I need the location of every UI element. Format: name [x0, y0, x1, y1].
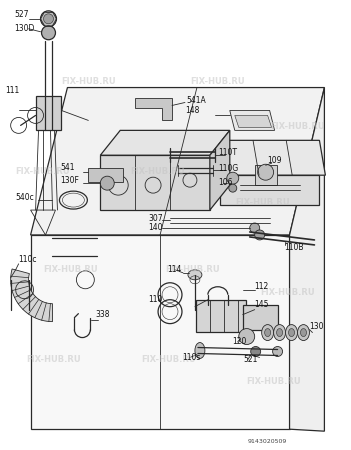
- Ellipse shape: [277, 328, 283, 337]
- Polygon shape: [135, 98, 172, 121]
- Text: 110s: 110s: [182, 353, 200, 362]
- Bar: [88, 168, 123, 182]
- Text: FIX-HUB.RU: FIX-HUB.RU: [260, 288, 315, 297]
- Polygon shape: [31, 235, 290, 429]
- Polygon shape: [11, 269, 53, 322]
- Circle shape: [100, 176, 114, 190]
- Text: FIX-HUB.RU: FIX-HUB.RU: [61, 77, 115, 86]
- Circle shape: [227, 172, 239, 184]
- Ellipse shape: [286, 324, 298, 341]
- Text: FIX-HUB.RU: FIX-HUB.RU: [131, 166, 185, 176]
- Text: FIX-HUB.RU: FIX-HUB.RU: [166, 266, 220, 274]
- Text: 541A: 541A: [186, 96, 206, 105]
- Ellipse shape: [298, 324, 310, 341]
- Ellipse shape: [261, 324, 274, 341]
- Text: 521: 521: [244, 355, 258, 364]
- Ellipse shape: [273, 346, 283, 356]
- Text: 114: 114: [167, 266, 181, 274]
- Ellipse shape: [195, 342, 205, 359]
- Circle shape: [41, 26, 55, 40]
- Polygon shape: [235, 116, 272, 127]
- Text: 140: 140: [148, 224, 163, 233]
- Text: 307: 307: [148, 214, 163, 223]
- Bar: [243, 305, 278, 329]
- Text: FIX-HUB.RU: FIX-HUB.RU: [246, 378, 301, 387]
- Polygon shape: [31, 88, 324, 235]
- Text: FIX-HUB.RU: FIX-HUB.RU: [26, 355, 80, 364]
- Circle shape: [250, 223, 260, 233]
- Text: 130D: 130D: [15, 24, 35, 33]
- Circle shape: [40, 11, 57, 27]
- Text: FIX-HUB.RU: FIX-HUB.RU: [141, 355, 196, 364]
- Ellipse shape: [300, 328, 306, 337]
- Polygon shape: [100, 130, 230, 155]
- Text: FIX-HUB.RU: FIX-HUB.RU: [271, 122, 325, 131]
- Ellipse shape: [265, 328, 271, 337]
- Bar: [35, 95, 61, 130]
- Text: 148: 148: [185, 106, 199, 115]
- Circle shape: [255, 230, 265, 240]
- Text: 541: 541: [60, 163, 75, 172]
- Text: 338: 338: [95, 310, 110, 319]
- Text: 145: 145: [255, 300, 269, 309]
- Text: 110: 110: [148, 295, 163, 304]
- Bar: [255, 165, 277, 185]
- Text: 9143020509: 9143020509: [248, 439, 287, 444]
- Circle shape: [229, 184, 237, 192]
- Text: 130F: 130F: [60, 176, 79, 184]
- Text: 110G: 110G: [218, 164, 238, 173]
- Polygon shape: [230, 110, 274, 130]
- Text: 112: 112: [255, 282, 269, 291]
- Polygon shape: [220, 175, 319, 205]
- Circle shape: [239, 328, 255, 345]
- Circle shape: [44, 14, 53, 24]
- Text: FIX-HUB.RU: FIX-HUB.RU: [236, 198, 290, 207]
- Text: 109: 109: [267, 156, 282, 165]
- Text: 110T: 110T: [218, 148, 237, 157]
- Text: 527: 527: [15, 10, 29, 19]
- Text: 106: 106: [218, 178, 232, 187]
- Text: FIX-HUB.RU: FIX-HUB.RU: [190, 77, 245, 86]
- Polygon shape: [290, 88, 324, 431]
- Polygon shape: [220, 140, 325, 175]
- Text: 110c: 110c: [19, 255, 37, 264]
- Text: FIX-HUB.RU: FIX-HUB.RU: [15, 166, 70, 176]
- Text: 130: 130: [310, 322, 324, 331]
- Polygon shape: [100, 155, 210, 210]
- Polygon shape: [210, 130, 230, 210]
- Text: 540c: 540c: [16, 193, 34, 202]
- Text: FIX-HUB.RU: FIX-HUB.RU: [43, 266, 98, 274]
- Bar: [196, 300, 246, 332]
- Circle shape: [258, 164, 274, 180]
- Text: 110B: 110B: [285, 243, 304, 252]
- Circle shape: [251, 346, 261, 356]
- Ellipse shape: [289, 328, 294, 337]
- Text: 120: 120: [232, 337, 246, 346]
- Text: 111: 111: [6, 86, 20, 95]
- Ellipse shape: [274, 324, 286, 341]
- Ellipse shape: [188, 270, 202, 280]
